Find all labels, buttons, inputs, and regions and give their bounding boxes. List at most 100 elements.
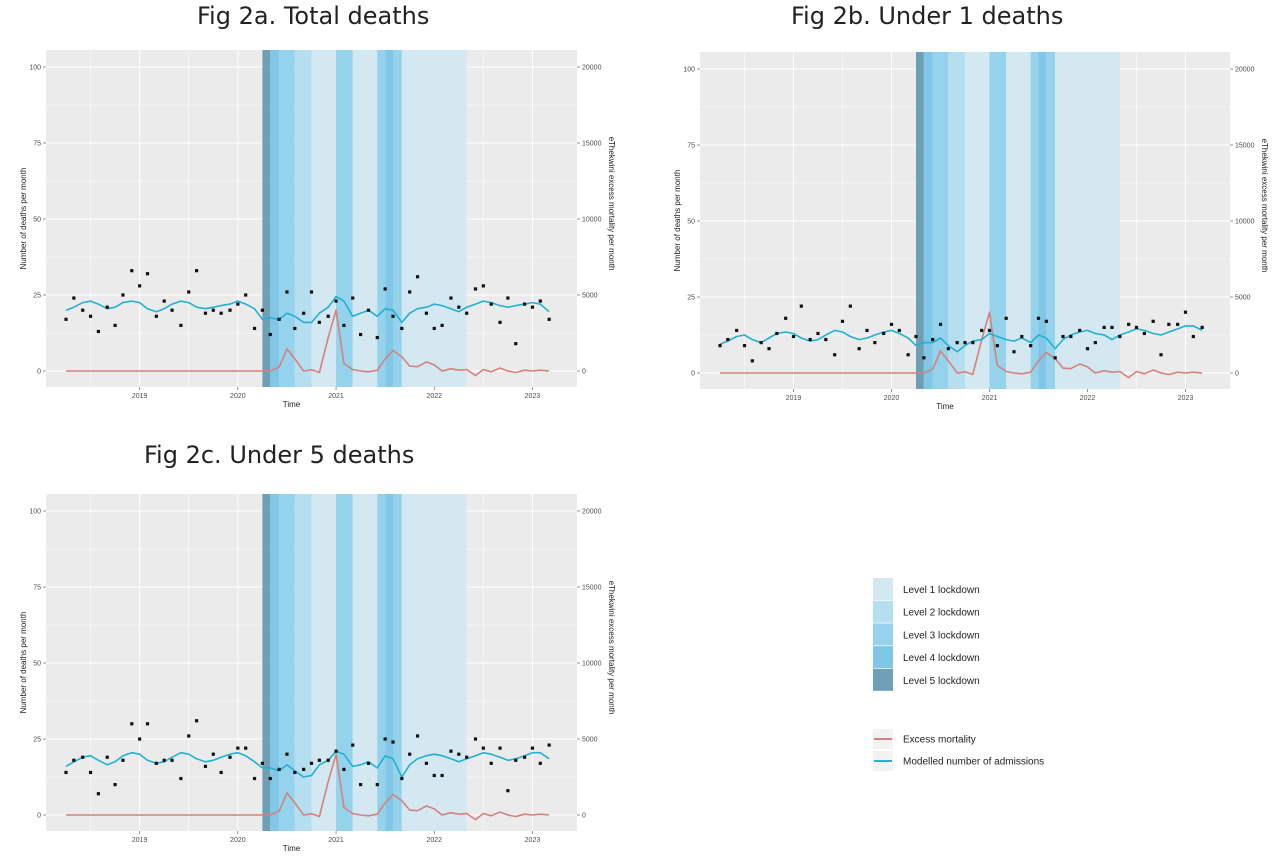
data-point (1020, 334, 1024, 339)
y2-axis-title: eThekwini excess mortality per month (1260, 139, 1269, 273)
data-point (1093, 341, 1097, 345)
x-tick-label: 2023 (525, 393, 541, 400)
data-point (72, 296, 76, 300)
observed-deaths-points (718, 304, 1204, 363)
data-point (987, 328, 992, 333)
legend-label-excess-mortality: Excess mortality (903, 735, 976, 746)
data-point (228, 755, 232, 759)
lockdown-level-1-band (965, 52, 990, 389)
lockdown-level-3-band (932, 52, 949, 389)
data-point (391, 314, 395, 318)
data-point (424, 311, 428, 315)
lockdown-level-3-band (377, 494, 386, 831)
modelled-admissions-line (65, 295, 550, 324)
data-point (848, 304, 852, 308)
data-point (1191, 334, 1195, 339)
data-point (1044, 319, 1048, 323)
lockdown-level-1-band (311, 50, 337, 387)
data-point (138, 284, 142, 288)
x-axis-title: Time (283, 400, 301, 409)
lockdown-level-3-band (279, 50, 295, 387)
data-point (1036, 316, 1041, 320)
data-point (914, 334, 918, 339)
legend-label-level-1: Level 1 lockdown (903, 585, 980, 596)
data-point (195, 719, 199, 723)
data-point (359, 332, 363, 337)
y2-tick-label: 5000 (1235, 295, 1251, 302)
data-point (784, 316, 788, 320)
chart-title-under-1-deaths: Fig 2b. Under 1 deaths (791, 2, 1064, 30)
y-tick-label: 0 (37, 369, 41, 376)
data-point (203, 311, 208, 315)
data-point (538, 299, 542, 303)
data-point (742, 344, 747, 348)
data-point (791, 334, 796, 339)
data-point (1069, 334, 1073, 339)
chart-title-under-5-deaths: Fig 2c. Under 5 deaths (144, 441, 415, 469)
lockdown-level-1-band (401, 50, 467, 387)
data-point (309, 290, 314, 294)
data-point (457, 752, 461, 756)
data-point (1134, 325, 1139, 329)
data-point (547, 743, 551, 747)
y2-tick-label: 10000 (1235, 219, 1255, 226)
data-point (767, 347, 771, 351)
x-tick-label: 2022 (1080, 395, 1096, 402)
data-point (489, 761, 493, 765)
lockdown-level-1-band (1006, 52, 1031, 389)
data-point (302, 311, 306, 315)
data-point (1183, 310, 1188, 314)
data-point (375, 335, 379, 340)
x-tick-label: 2021 (982, 395, 998, 402)
data-point (244, 746, 248, 750)
data-point (236, 302, 240, 306)
data-point (840, 319, 845, 323)
data-point (260, 761, 264, 765)
data-point (1078, 328, 1082, 333)
data-point (162, 299, 166, 303)
data-point (799, 304, 803, 308)
y2-tick-label: 5000 (582, 293, 598, 300)
data-point (252, 326, 257, 331)
data-point (277, 767, 281, 771)
lockdown-level-1-band (352, 50, 378, 387)
data-point (424, 761, 428, 765)
y2-tick-label: 20000 (1235, 67, 1255, 74)
lockdown-level-3-band (1030, 52, 1039, 389)
x-tick-label: 2020 (884, 395, 900, 402)
data-point (105, 755, 109, 759)
data-point (88, 314, 93, 318)
lockdown-bands (262, 494, 467, 831)
y2-tick-label: 15000 (582, 585, 602, 592)
data-point (980, 328, 984, 333)
data-point (375, 783, 379, 787)
chart-panel-2: 0 25 50 75 100 0 5000 10000 15000 20000 2019 2020 20… (673, 52, 1269, 411)
y-tick-label: 25 (33, 293, 41, 300)
legend-label-level-4: Level 4 lockdown (903, 653, 980, 664)
lockdown-bands (916, 52, 1120, 389)
lockdown-level-4-band (385, 50, 394, 387)
data-point (366, 761, 371, 765)
data-point (1142, 331, 1146, 336)
data-point (432, 326, 436, 331)
lockdown-level-3-band (336, 50, 353, 387)
x-tick-label: 2021 (328, 837, 344, 844)
data-point (359, 783, 363, 787)
data-point (514, 342, 518, 346)
modelled-admissions-line (719, 325, 1203, 353)
data-point (775, 331, 779, 336)
lockdown-level-3-band (377, 50, 386, 387)
lockdown-level-3-band (279, 494, 295, 831)
excess-mortality-line (720, 311, 1203, 379)
data-point (228, 308, 232, 312)
data-point (514, 758, 518, 762)
observed-deaths-points (64, 719, 551, 796)
y-tick-label: 75 (33, 585, 41, 592)
chart-panel-3: 0 25 50 75 100 0 5000 10000 15000 20000 2019 2020 20… (19, 494, 616, 853)
x-axis-title: Time (936, 402, 954, 411)
data-point (260, 308, 264, 312)
data-point (971, 341, 975, 345)
y-tick-label: 75 (687, 143, 695, 150)
data-point (824, 337, 828, 342)
